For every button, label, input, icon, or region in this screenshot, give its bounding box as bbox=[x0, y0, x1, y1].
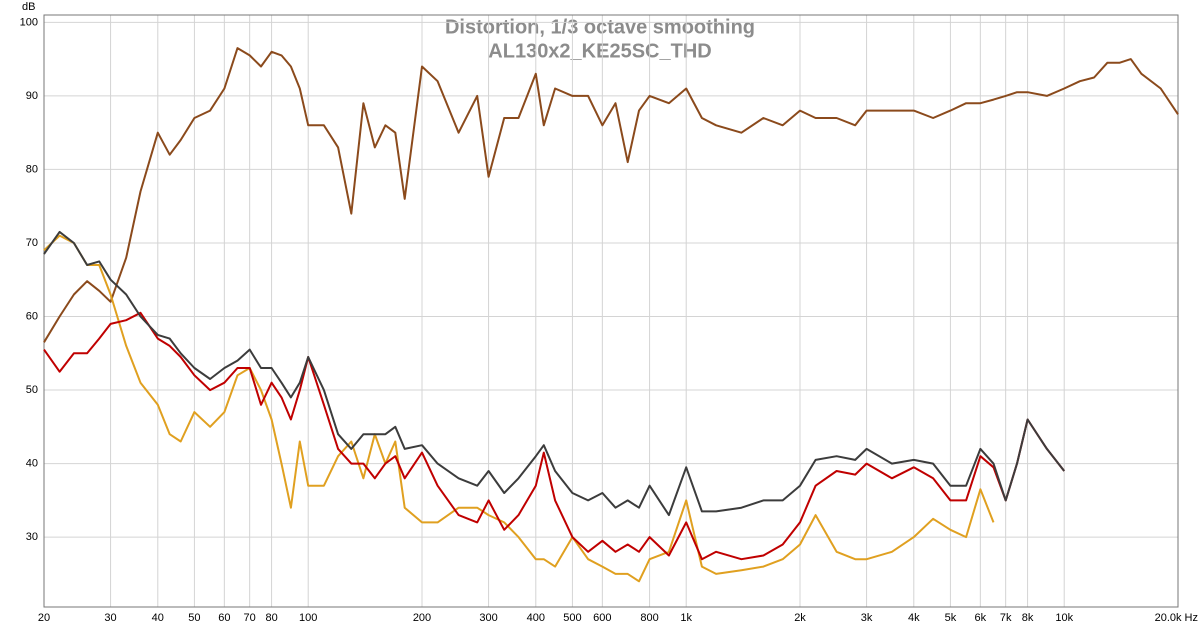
chart-title: Distortion, 1/3 octave smoothing bbox=[445, 16, 755, 38]
x-tick-label: 10k bbox=[1055, 612, 1073, 624]
x-tick-label: 20.0k Hz bbox=[1155, 612, 1198, 624]
series-line bbox=[43, 230, 1065, 517]
series-line bbox=[43, 311, 1065, 561]
y-tick-label: 70 bbox=[26, 237, 38, 249]
x-tick-label: 8k bbox=[1022, 612, 1034, 624]
y-tick-label: 100 bbox=[20, 16, 38, 28]
x-tick-label: 6k bbox=[975, 612, 987, 624]
x-tick-label: 500 bbox=[563, 612, 581, 624]
x-tick-label: 800 bbox=[640, 612, 658, 624]
x-tick-label: 600 bbox=[593, 612, 611, 624]
y-tick-label: 90 bbox=[26, 90, 38, 102]
x-tick-label: 60 bbox=[218, 612, 230, 624]
x-tick-label: 5k bbox=[945, 612, 957, 624]
x-tick-label: 2k bbox=[794, 612, 806, 624]
x-tick-label: 400 bbox=[527, 612, 545, 624]
x-tick-label: 70 bbox=[244, 612, 256, 624]
y-axis-label: dB bbox=[22, 1, 35, 13]
x-tick-label: 20 bbox=[38, 612, 50, 624]
y-tick-label: 80 bbox=[26, 163, 38, 175]
x-tick-label: 50 bbox=[188, 612, 200, 624]
y-tick-label: 40 bbox=[26, 458, 38, 470]
x-tick-label: 100 bbox=[299, 612, 317, 624]
x-tick-label: 40 bbox=[152, 612, 164, 624]
y-tick-label: 50 bbox=[26, 384, 38, 396]
x-tick-label: 80 bbox=[265, 612, 277, 624]
x-tick-label: 7k bbox=[1000, 612, 1012, 624]
x-tick-label: 30 bbox=[104, 612, 116, 624]
x-tick-label: 3k bbox=[861, 612, 873, 624]
y-tick-label: 30 bbox=[26, 531, 38, 543]
y-tick-label: 60 bbox=[26, 310, 38, 322]
series-line bbox=[43, 234, 995, 583]
x-tick-label: 200 bbox=[413, 612, 431, 624]
x-tick-label: 4k bbox=[908, 612, 920, 624]
series-line bbox=[43, 47, 1179, 343]
x-tick-label: 1k bbox=[680, 612, 692, 624]
x-tick-label: 300 bbox=[479, 612, 497, 624]
plot-area bbox=[43, 14, 1179, 608]
chart-subtitle: AL130x2_KE25SC_THD bbox=[488, 40, 711, 62]
